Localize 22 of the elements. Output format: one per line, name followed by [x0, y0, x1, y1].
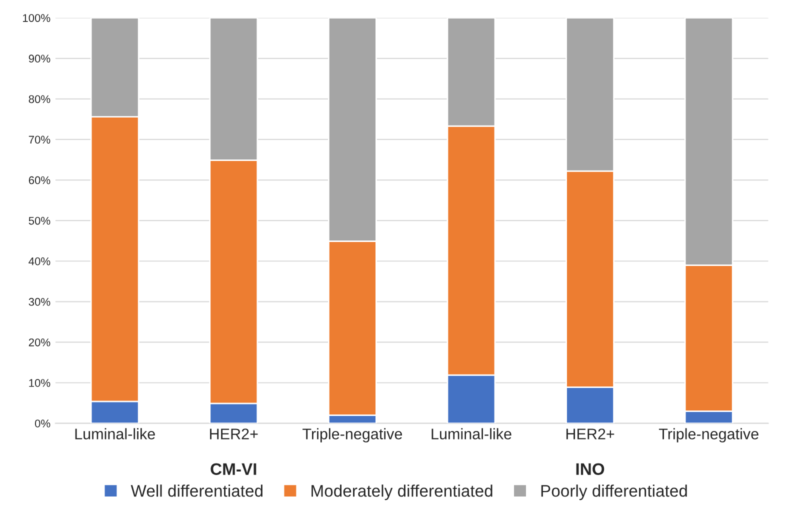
- y-tick-label: 20%: [28, 338, 50, 346]
- text: INO: [576, 463, 604, 475]
- x-tick-label: HER2+: [210, 428, 258, 440]
- y-tick-label: 50%: [28, 216, 50, 225]
- x-tick-label: Triple-negative: [302, 428, 402, 442]
- y-tick-label: 30%: [28, 298, 50, 306]
- y-tick-label: 0%: [34, 420, 50, 428]
- y-tick-label: 70%: [28, 136, 50, 144]
- text: CM-VI: [210, 463, 256, 475]
- y-tick-label: 60%: [28, 176, 50, 184]
- y-tick-label: 40%: [28, 257, 50, 266]
- y-tick-label: 100%: [23, 14, 50, 22]
- y-tick-label: 90%: [28, 54, 50, 63]
- legend-label: Moderately differentiated: [312, 484, 492, 500]
- x-tick-label: Luminal-like: [432, 428, 512, 440]
- y-tick-label: 80%: [28, 95, 50, 104]
- x-tick-label: Luminal-like: [75, 428, 155, 440]
- legend-label: Poorly differentiated: [541, 484, 687, 500]
- y-tick-label: 10%: [29, 379, 50, 387]
- x-tick-label: Triple-negative: [658, 428, 758, 442]
- x-tick-label: HER2+: [566, 428, 614, 440]
- legend-label: Well differentiated: [130, 484, 262, 497]
